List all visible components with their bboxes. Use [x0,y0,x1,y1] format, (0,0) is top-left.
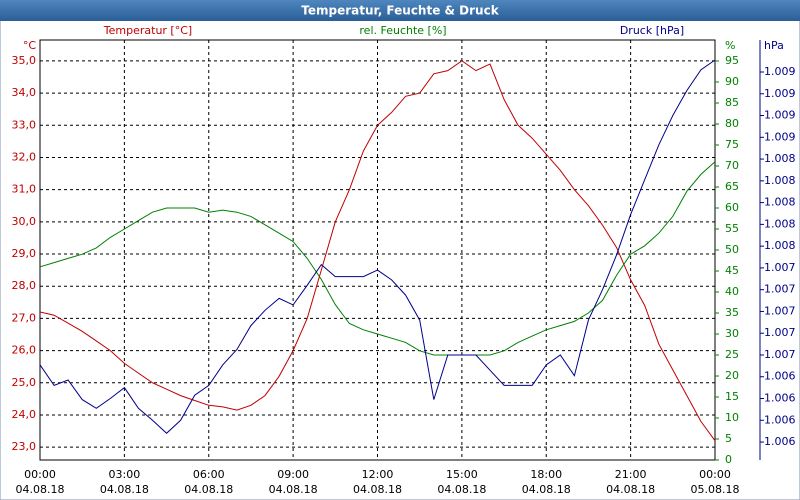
x-tick-label: 15:00 [446,468,478,481]
x-tick-label: 09:00 [277,468,309,481]
y2-tick-label: 5 [725,432,732,445]
x-tick-date: 04.08.18 [353,483,402,496]
legend-label: Druck [hPa] [620,24,684,37]
x-tick-label: 06:00 [193,468,225,481]
y3-tick-label: 1.007 [764,283,796,296]
y2-tick-label: 90 [725,75,739,88]
y3-tick-label: 1.008 [764,152,796,165]
y3-tick-label: 1.009 [764,65,796,78]
y3-tick-label: 1.007 [764,326,796,339]
x-tick-label: 18:00 [530,468,562,481]
y-tick-label: 30,0 [12,215,37,228]
y2-tick-label: 70 [725,159,739,172]
y2-tick-label: 80 [725,117,739,130]
y3-tick-label: 1.009 [764,130,796,143]
y-tick-label: 34,0 [12,86,37,99]
x-tick-date: 04.08.18 [269,483,318,496]
y-tick-label: 27,0 [12,311,37,324]
series-line [39,60,716,441]
y2-tick-label: 95 [725,54,739,67]
y2-tick-label: 25 [725,348,739,361]
y3-tick-label: 1.008 [764,196,796,209]
y3-tick-label: 1.008 [764,217,796,230]
x-tick-date: 04.08.18 [437,483,486,496]
y3-tick-label: 1.008 [764,174,796,187]
x-tick-date: 04.08.18 [16,483,65,496]
y3-tick-label: 1.009 [764,87,796,100]
y-tick-label: 29,0 [12,247,37,260]
legend-label: Temperatur [°C] [103,24,192,37]
series-line [39,161,716,356]
y2-tick-label: 20 [725,369,739,382]
x-tick-date: 04.08.18 [606,483,655,496]
y2-tick-label: 60 [725,201,739,214]
y2-tick-label: 75 [725,138,739,151]
y2-tick-label: 10 [725,411,739,424]
y3-tick-label: 1.007 [764,304,796,317]
y2-tick-label: 45 [725,264,739,277]
y3-tick-label: 1.008 [764,239,796,252]
y2-tick-label: 65 [725,180,739,193]
y3-tick-label: 1.006 [764,413,796,426]
y-tick-label: 35,0 [12,54,37,67]
x-tick-label: 00:00 [24,468,56,481]
y2-tick-label: 40 [725,285,739,298]
x-tick-label: 00:00 [699,468,731,481]
x-tick-label: 21:00 [615,468,647,481]
y2-tick-label: 85 [725,96,739,109]
y3-tick-label: 1.006 [764,392,796,405]
y-tick-label: 25,0 [12,376,37,389]
y3-axis-unit: hPa [764,39,784,52]
y3-tick-label: 1.007 [764,348,796,361]
y2-tick-label: 50 [725,243,739,256]
x-tick-label: 03:00 [109,468,141,481]
x-tick-date: 05.08.18 [691,483,740,496]
y2-tick-label: 30 [725,327,739,340]
series-line [39,59,716,434]
y-tick-label: 32,0 [12,150,37,163]
y2-tick-label: 35 [725,306,739,319]
y2-axis-unit: % [725,39,735,52]
y-tick-label: 33,0 [12,118,37,131]
y3-tick-label: 1.009 [764,109,796,122]
y2-tick-label: 55 [725,222,739,235]
title-bar [0,0,800,21]
y-tick-label: 28,0 [12,279,37,292]
x-tick-date: 04.08.18 [184,483,233,496]
y-tick-label: 24,0 [12,408,37,421]
y3-tick-label: 1.006 [764,370,796,383]
legend-label: rel. Feuchte [%] [359,24,446,37]
x-tick-label: 12:00 [362,468,394,481]
y3-tick-label: 1.006 [764,435,796,448]
y-tick-label: 31,0 [12,183,37,196]
y3-tick-label: 1.007 [764,261,796,274]
y-tick-label: 26,0 [12,344,37,357]
chart-title: Temperatur, Feuchte & Druck [301,4,499,18]
y2-tick-label: 15 [725,390,739,403]
y-axis-unit: °C [23,39,37,52]
x-tick-date: 04.08.18 [522,483,571,496]
y-tick-label: 23,0 [12,440,37,453]
y2-tick-label: 0 [725,453,732,466]
x-tick-date: 04.08.18 [100,483,149,496]
